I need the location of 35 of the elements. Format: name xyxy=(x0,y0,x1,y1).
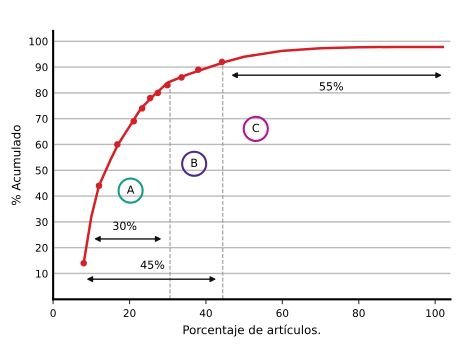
x-tick-label: 20 xyxy=(124,309,136,318)
point xyxy=(154,90,162,96)
point xyxy=(130,118,138,125)
annotation: A xyxy=(126,186,134,194)
point xyxy=(178,74,185,81)
annotation: 55% xyxy=(320,82,343,91)
annotation: C xyxy=(252,124,260,132)
y-tick-label: 10 xyxy=(36,270,48,278)
annotation: 30% xyxy=(113,222,136,230)
y-tick-label: 20 xyxy=(36,244,48,252)
y-tick-label: 30 xyxy=(36,218,48,226)
y-tick-label: 60 xyxy=(36,140,48,149)
point xyxy=(195,66,202,73)
y-tick-label: 90 xyxy=(36,63,48,72)
y-tick-label: 40 xyxy=(36,192,48,200)
x-tick-label: 100 xyxy=(426,309,444,318)
x-tick-label: 40 xyxy=(200,309,212,318)
y-tick-label: 80 xyxy=(36,89,48,97)
annotation: 45% xyxy=(140,260,164,269)
point xyxy=(138,105,146,112)
y-tick-label: 100 xyxy=(30,38,48,46)
point xyxy=(164,82,171,88)
y-tick-label: 50 xyxy=(36,166,48,174)
x-tick-label: 80 xyxy=(352,309,365,318)
x-axis-title: Porcentaje de artículos. xyxy=(184,324,320,337)
point xyxy=(80,260,87,266)
point xyxy=(96,182,102,190)
annotation: B xyxy=(191,158,198,167)
point xyxy=(114,141,121,148)
y-axis-title: % Acumulado xyxy=(11,125,21,205)
x-tick-label: 60 xyxy=(276,309,288,318)
y-tick-label: 70 xyxy=(36,114,48,123)
point xyxy=(218,58,226,66)
point xyxy=(146,94,154,102)
x-tick-label: 0 xyxy=(50,309,56,318)
